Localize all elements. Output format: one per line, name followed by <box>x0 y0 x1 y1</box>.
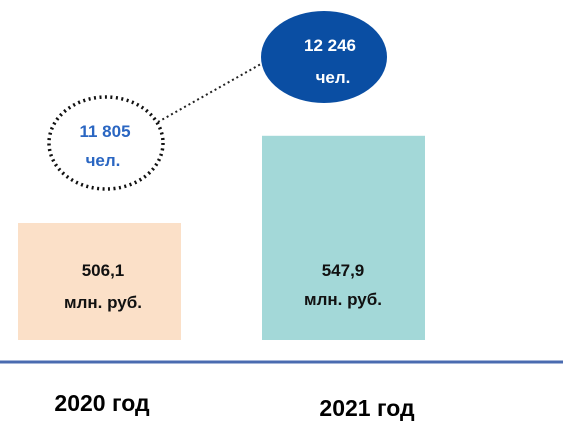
bar-2020-value-label: 506,1 <box>82 261 125 280</box>
category-label-2020: 2020 год <box>54 390 150 416</box>
bar-2020-unit-label: млн. руб. <box>64 293 142 312</box>
people-bubble-2020-count: 11 805 <box>79 122 130 141</box>
category-label-2021: 2021 год <box>319 395 415 421</box>
people-bubble-2021-unit: чел. <box>316 68 351 87</box>
bubble-connector <box>157 59 269 123</box>
people-bubble-2020-unit: чел. <box>86 151 121 170</box>
bar-2020 <box>18 223 181 340</box>
people-bubble-2020 <box>47 95 165 191</box>
bar-2021-value-label: 547,9 <box>322 261 365 280</box>
bar-2021-unit-label: млн. руб. <box>304 290 382 309</box>
people-bubble-2021-count: 12 246 <box>304 36 356 55</box>
bar-2021 <box>262 135 425 340</box>
people-bubble-2021 <box>261 11 387 103</box>
